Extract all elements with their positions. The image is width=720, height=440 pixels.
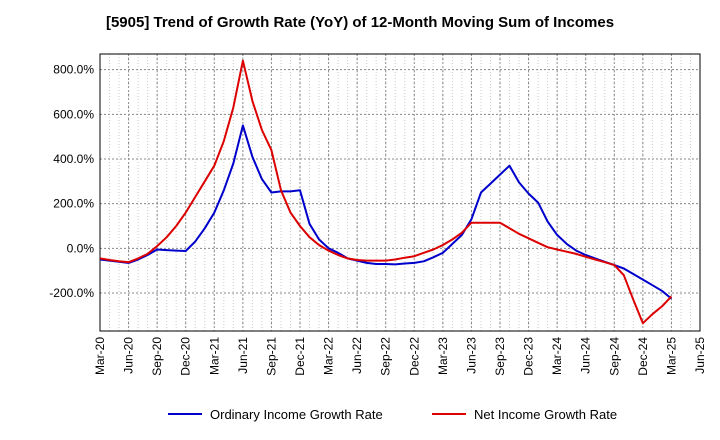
y-tick-label: 600.0%: [53, 107, 94, 121]
series-lines: [99, 59, 673, 325]
series-line: [99, 59, 673, 325]
x-tick-label: Jun-22: [350, 337, 364, 374]
x-tick-label: Jun-24: [579, 337, 593, 374]
x-tick-label: Mar-22: [322, 337, 336, 375]
x-axis-ticks: Mar-20 Jun-20 Sep-20 Dec-20 Mar-21 Jun-21 Sep-…: [93, 337, 707, 376]
y-tick-label: 800.0%: [53, 63, 94, 77]
x-tick-label: Dec-21: [293, 337, 307, 376]
x-tick-label: Sep-22: [379, 337, 393, 376]
legend: Ordinary Income Growth Rate Net Income Gr…: [168, 407, 617, 422]
x-tick-label: Sep-21: [264, 337, 278, 376]
legend-label: Ordinary Income Growth Rate: [210, 407, 383, 422]
x-tick-label: Jun-25: [693, 337, 707, 374]
x-tick-label: Sep-24: [607, 337, 621, 376]
legend-label: Net Income Growth Rate: [474, 407, 617, 422]
x-tick-label: Jun-23: [464, 337, 478, 374]
plot-area-frame: [99, 53, 701, 332]
x-tick-label: Dec-24: [636, 337, 650, 376]
x-tick-label: Mar-25: [664, 337, 678, 375]
x-tick-label: Jun-20: [122, 337, 136, 374]
y-tick-label: 400.0%: [53, 152, 94, 166]
chart-title: [5905] Trend of Growth Rate (YoY) of 12-…: [105, 14, 615, 31]
x-tick-label: Sep-23: [493, 337, 507, 376]
y-tick-label: -200.0%: [49, 286, 94, 300]
x-tick-label: Dec-23: [522, 337, 536, 376]
x-tick-label: Jun-21: [236, 337, 250, 374]
y-tick-label: 200.0%: [53, 197, 94, 211]
x-tick-label: Sep-20: [150, 337, 164, 376]
gridlines: [99, 54, 701, 331]
x-tick-label: Dec-22: [407, 337, 421, 376]
x-tick-label: Mar-23: [436, 337, 450, 375]
y-tick-label: 0.0%: [67, 241, 95, 255]
x-tick-label: Mar-21: [207, 337, 221, 375]
x-tick-label: Mar-20: [93, 337, 107, 375]
x-tick-label: Mar-24: [550, 337, 564, 375]
y-axis-ticks: 800.0% 600.0% 400.0% 200.0% 0.0% -200.0%: [49, 63, 94, 300]
x-tick-label: Dec-20: [179, 337, 193, 376]
series-line: [99, 124, 673, 300]
